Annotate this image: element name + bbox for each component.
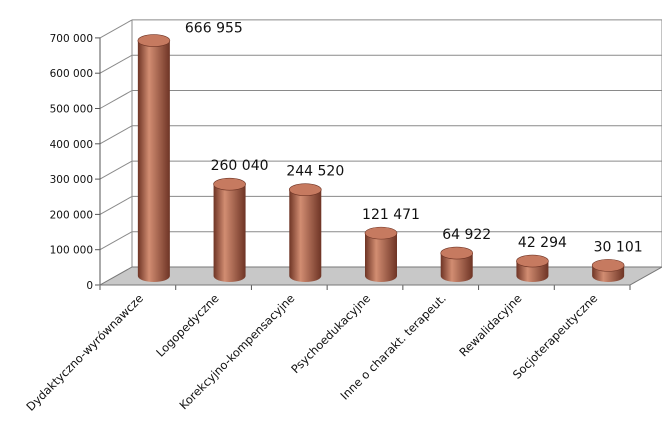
gridline-side: [99, 125, 133, 145]
y-tick-label: 100 000: [50, 245, 93, 257]
bar: [591, 259, 625, 282]
y-tick-label: 500 000: [50, 104, 93, 116]
gridline-side: [99, 90, 133, 109]
bar: [364, 226, 398, 282]
bar: [213, 177, 246, 282]
category-label: Dydaktyczno-wyrównawcze: [23, 291, 146, 414]
data-label: 244 520: [286, 164, 344, 180]
bar-top: [591, 259, 625, 272]
gridline-side: [99, 231, 133, 251]
y-tick-label: 0: [86, 280, 93, 292]
category-label: Logopedyczne: [153, 291, 221, 359]
y-tick-label: 400 000: [50, 139, 93, 151]
gridline-side: [99, 19, 133, 39]
data-label: 260 040: [211, 158, 269, 174]
bar-top: [440, 246, 474, 260]
bars: [137, 34, 625, 283]
y-tick-label: 700 000: [50, 33, 93, 45]
gridline-side: [99, 160, 133, 180]
bar: [440, 246, 474, 282]
y-axis: 0 100 000 200 000 300 000 400 000 500 000 600 …: [50, 33, 631, 292]
data-label: 30 101: [594, 239, 643, 255]
bar-top: [364, 226, 398, 240]
bar: [516, 254, 549, 282]
bar-top: [213, 177, 246, 191]
gridline-side: [99, 195, 133, 215]
gridline-side: [99, 54, 133, 74]
bar-body: [440, 253, 473, 282]
bar-body: [365, 233, 397, 282]
bar-body: [213, 184, 246, 282]
category-label: Rewalidacyjne: [456, 291, 524, 359]
bar: [137, 34, 171, 283]
category-label: Psychoedukacyjne: [288, 291, 373, 376]
bar-body: [137, 40, 170, 283]
category-labels: Dydaktyczno-wyrównawcze LogopedyczneKorek…: [23, 291, 600, 414]
y-tick-label: 200 000: [50, 209, 93, 221]
bar-top: [288, 183, 322, 196]
data-label: 666 955: [185, 21, 243, 37]
y-tick-label: 600 000: [50, 68, 93, 80]
data-label: 121 471: [362, 207, 420, 223]
bar-body: [289, 189, 322, 282]
bar-top: [516, 254, 549, 268]
bar: [288, 183, 322, 282]
data-label: 64 922: [442, 227, 491, 243]
data-label: 42 294: [518, 235, 567, 251]
y-tick-label: 300 000: [50, 174, 93, 186]
data-labels: 666 955 260 040 244 520 121 471 64 922 42 294…: [185, 21, 643, 256]
bar-top: [137, 34, 171, 47]
category-label: Socjoterapeutyczne: [510, 291, 600, 381]
